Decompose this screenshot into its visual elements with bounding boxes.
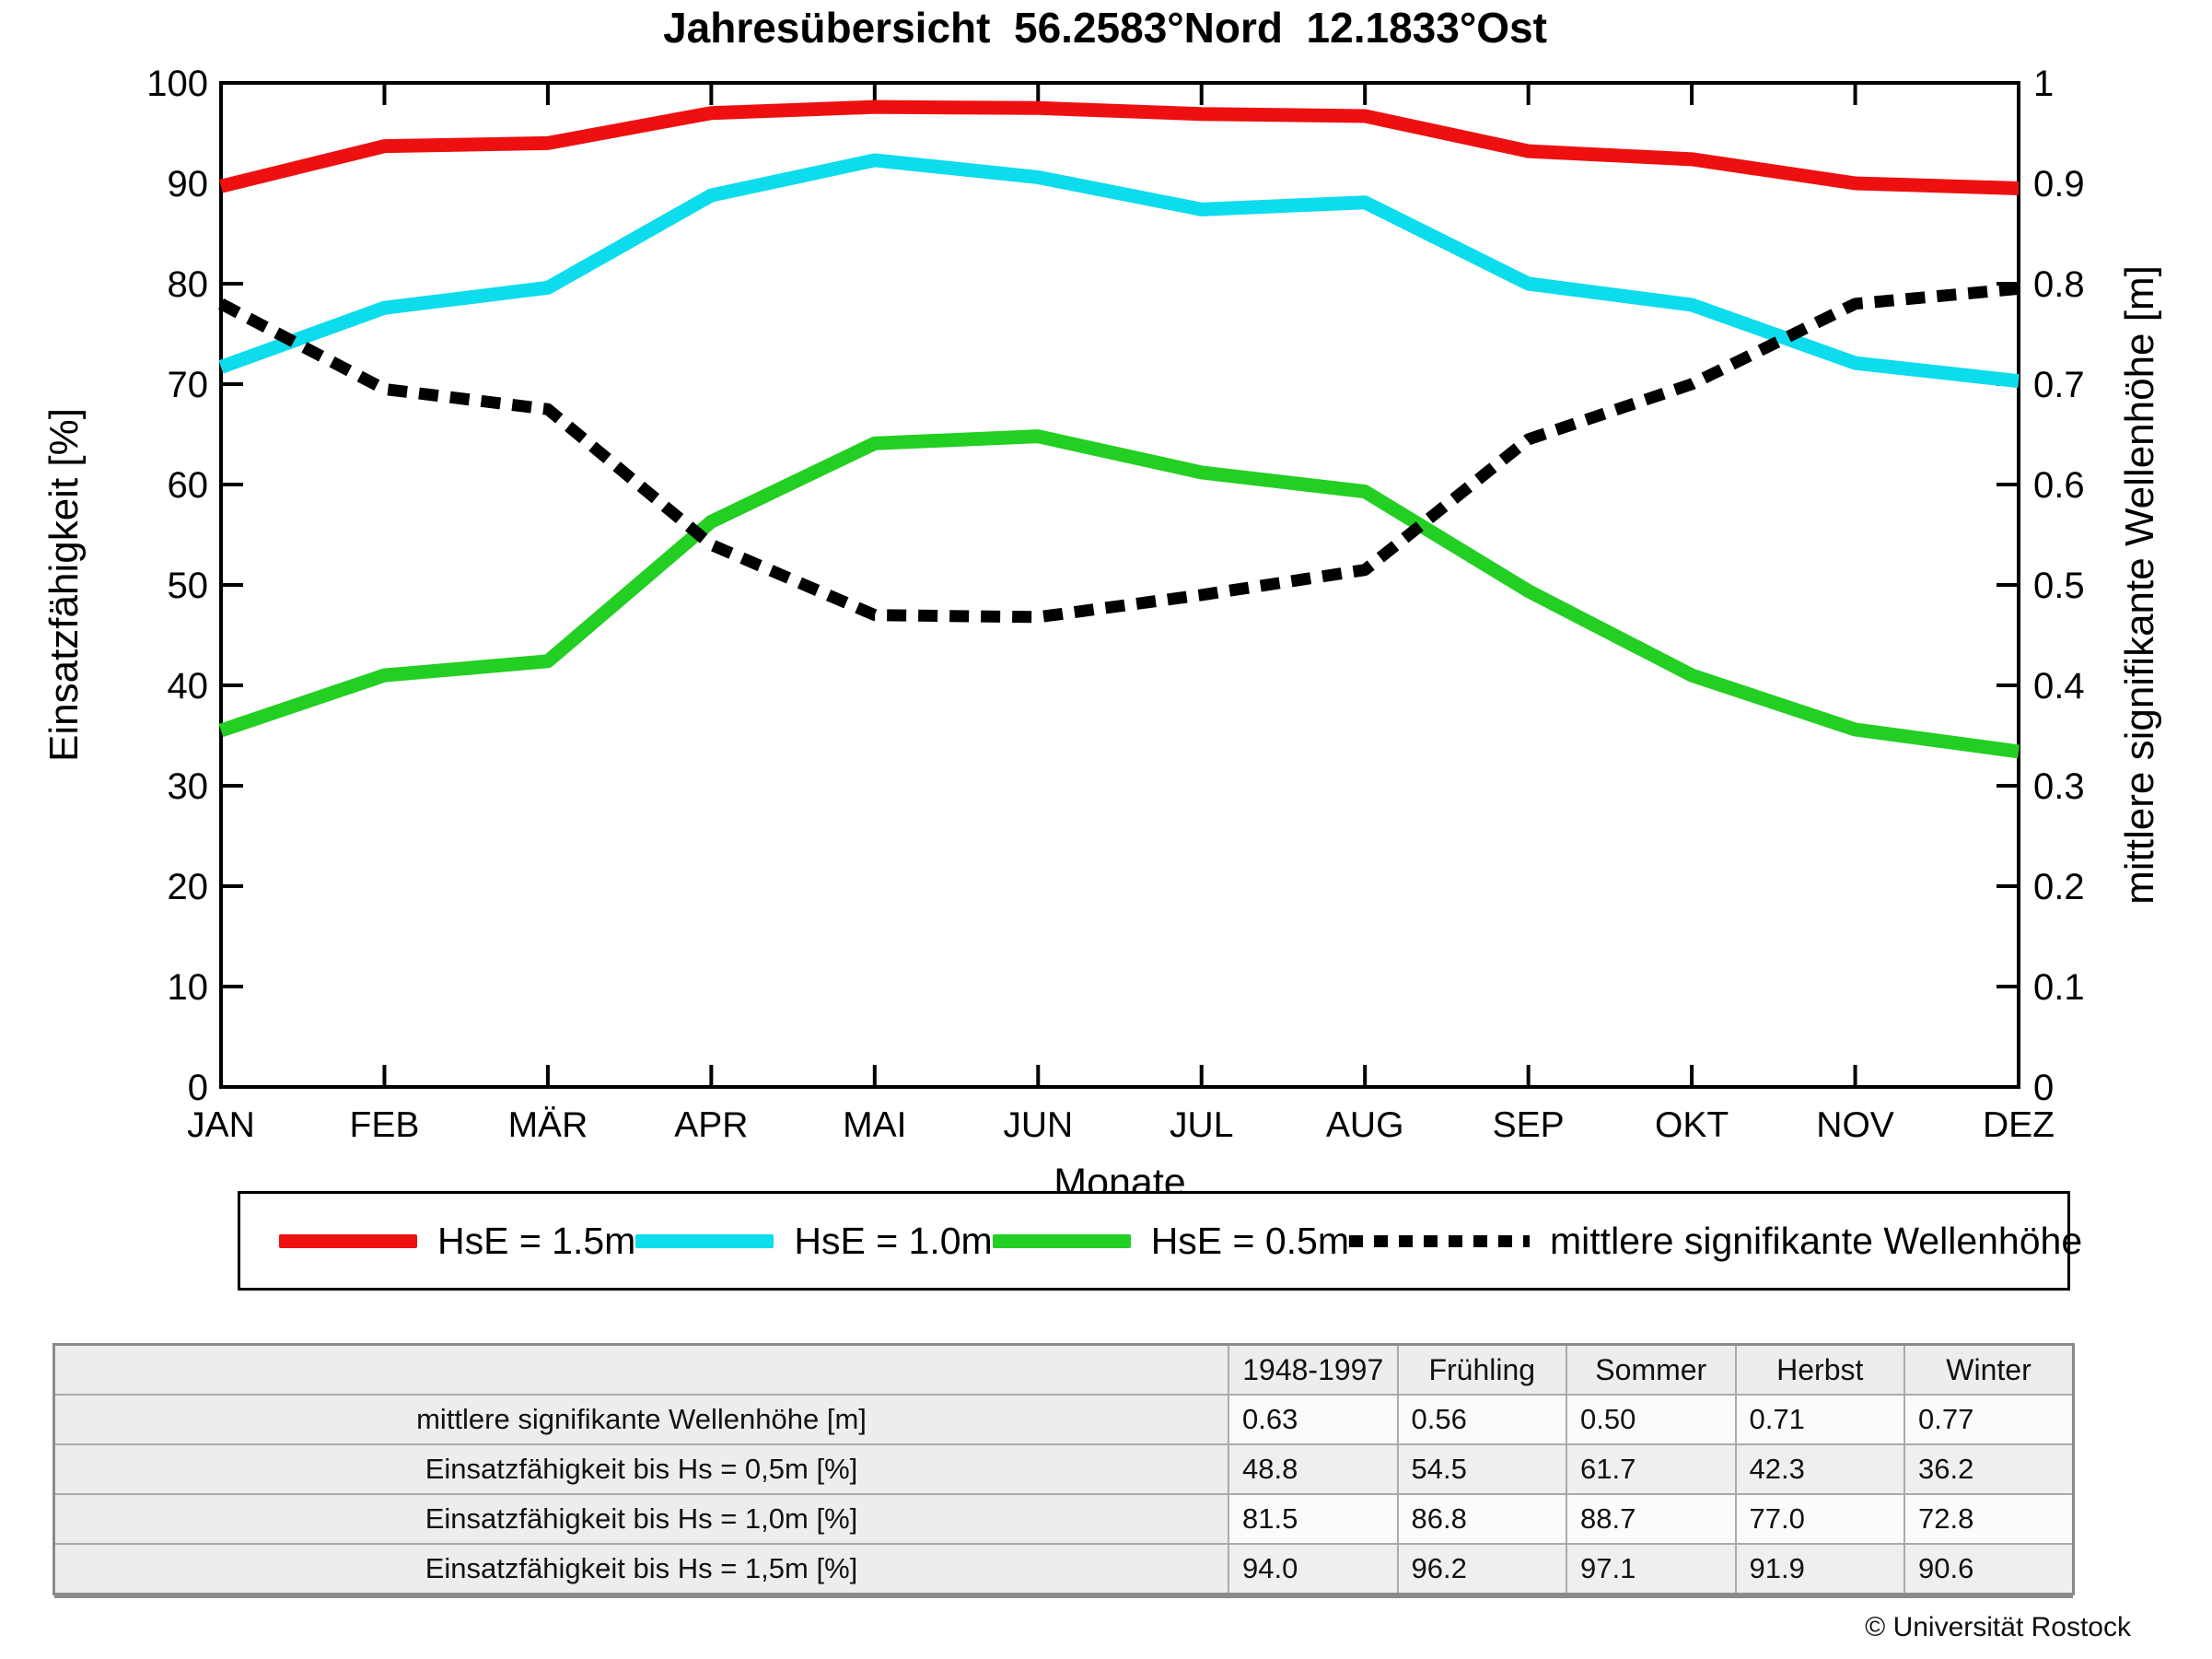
table-column-header: 1948-1997 [1228,1343,1399,1396]
left-tick-label: 100 [146,64,208,104]
table-cell: 61.7 [1566,1443,1737,1495]
season-table-head: 1948-1997 Frühling Sommer Herbst Winter [52,1343,2075,1396]
table-cell: 90.6 [1903,1543,2075,1595]
right-tick-label: 0.6 [2033,465,2085,506]
table-row-label: Einsatzfähigkeit bis Hs = 1,0m [%] [52,1493,1229,1545]
table-cell: 77.0 [1734,1493,1905,1545]
table-column-header: Sommer [1566,1343,1737,1396]
x-tick-label: MÄR [508,1105,588,1145]
table-row: Einsatzfähigkeit bis Hs = 1,5m [%] 94.0 96… [52,1543,2075,1595]
cyan-line-swatch-icon [635,1233,774,1248]
legend-label: HsE = 1.0m [794,1219,993,1262]
x-tick-label: MAI [843,1105,906,1145]
x-tick-label: FEB [350,1105,420,1145]
left-tick-label: 0 [188,1068,208,1108]
table-cell: 91.9 [1734,1543,1905,1595]
left-tick-label: 80 [168,264,209,305]
right-tick-label: 0.5 [2033,566,2085,606]
chart-legend: HsE = 1.5m HsE = 1.0m HsE = 0.5m mittler… [238,1191,2082,1291]
table-cell: 0.71 [1734,1394,1905,1445]
season-statistics-table: 1948-1997 Frühling Sommer Herbst Winter mitt… [52,1343,2075,1595]
legend-entry-hse-1-0m: HsE = 1.0m [635,1219,993,1263]
left-tick-label: 60 [168,465,209,506]
chart-canvas: Jahresübersicht 56.2583°Nord 12.1833°Ost… [41,4,2162,1205]
x-tick-label: APR [674,1105,748,1145]
table-row-label: Einsatzfähigkeit bis Hs = 0,5m [%] [52,1443,1229,1495]
right-tick-label: 0.4 [2033,666,2085,707]
table-cell: 96.2 [1396,1543,1567,1595]
table-cell: 86.8 [1396,1493,1567,1545]
table-cell: 88.7 [1566,1493,1737,1545]
table-cell: 54.5 [1396,1443,1567,1495]
right-tick-label: 0.1 [2033,967,2085,1008]
table-header-row: 1948-1997 Frühling Sommer Herbst Winter [52,1343,2075,1396]
table-cell: 97.1 [1566,1543,1737,1595]
right-tick-label: 0 [2033,1068,2054,1108]
table-column-header: Frühling [1396,1343,1567,1396]
left-tick-label: 10 [168,967,209,1008]
table-cell: 48.8 [1228,1443,1399,1495]
series-line-1 [218,153,2020,389]
table-cell: 72.8 [1903,1493,2075,1545]
plot-border [219,81,2020,1089]
table-column-header: Herbst [1734,1343,1905,1396]
table-corner-cell [52,1343,1229,1396]
left-axis-title: Einsatzfähigkeit [%] [41,408,87,762]
x-tick-label: OKT [1655,1105,1729,1145]
table-row: Einsatzfähigkeit bis Hs = 1,0m [%] 81.5 86… [52,1493,2075,1545]
x-tick-label: SEP [1493,1105,1565,1145]
left-tick-label: 30 [168,766,209,807]
table-cell: 0.63 [1228,1394,1399,1445]
right-tick-label: 0.2 [2033,867,2085,907]
table-cell: 94.0 [1228,1543,1399,1595]
series-line-0 [219,99,2020,195]
legend-label: HsE = 1.5m [437,1219,636,1262]
table-cell: 0.77 [1903,1394,2075,1445]
left-tick-label: 40 [168,666,209,707]
x-tick-label: NOV [1816,1105,1894,1145]
legend-entry-wellenhoehe: mittlere signifikante Wellenhöhe [1349,1220,2082,1263]
legend-label: mittlere signifikante Wellenhöhe [1550,1219,2083,1262]
table-row-label: Einsatzfähigkeit bis Hs = 1,5m [%] [52,1543,1229,1595]
table-cell: 0.50 [1566,1394,1737,1445]
table-row-label: mittlere signifikante Wellenhöhe [m] [52,1394,1229,1445]
series-line-2 [218,429,2020,759]
table-cell: 36.2 [1903,1443,2075,1495]
legend-entry-hse-0-5m: HsE = 0.5m [992,1219,1350,1263]
right-axis-title: mittlere signifikante Wellenhöhe [m] [2117,265,2162,905]
copyright-note: © Universität Rostock [1865,1612,2131,1642]
left-tick-label: 20 [168,867,209,907]
x-tick-label: JUN [1003,1105,1073,1145]
table-cell: 42.3 [1734,1443,1905,1495]
season-table-body: mittlere signifikante Wellenhöhe [m] 0.63… [52,1394,2075,1595]
right-tick-label: 0.3 [2033,766,2085,807]
right-tick-label: 0.7 [2033,365,2085,405]
legend-entry-hse-1-5m: HsE = 1.5m [279,1220,635,1263]
red-line-swatch-icon [279,1233,417,1248]
table-row: mittlere signifikante Wellenhöhe [m] 0.63… [52,1394,2075,1445]
left-tick-label: 50 [168,566,209,606]
table-column-header: Winter [1903,1343,2075,1396]
right-tick-label: 0.9 [2033,164,2085,204]
dashed-line-swatch-icon [1349,1234,1531,1247]
series-line-3 [217,282,2020,624]
x-tick-label: JAN [187,1105,255,1145]
right-tick-label: 1 [2033,64,2054,104]
x-tick-label: AUG [1326,1105,1404,1145]
x-tick-label: JUL [1170,1105,1233,1145]
left-tick-label: 90 [168,164,209,204]
chart-title: Jahresübersicht 56.2583°Nord 12.1833°Ost [663,4,1547,52]
table-cell: 81.5 [1228,1493,1399,1545]
table-row: Einsatzfähigkeit bis Hs = 0,5m [%] 48.8 54… [52,1443,2075,1495]
legend-label: HsE = 0.5m [1150,1219,1350,1262]
table-cell: 0.56 [1396,1394,1567,1445]
right-tick-label: 0.8 [2033,264,2085,305]
x-tick-label: DEZ [1983,1105,2055,1145]
left-tick-label: 70 [168,365,209,405]
green-line-swatch-icon [992,1233,1131,1248]
